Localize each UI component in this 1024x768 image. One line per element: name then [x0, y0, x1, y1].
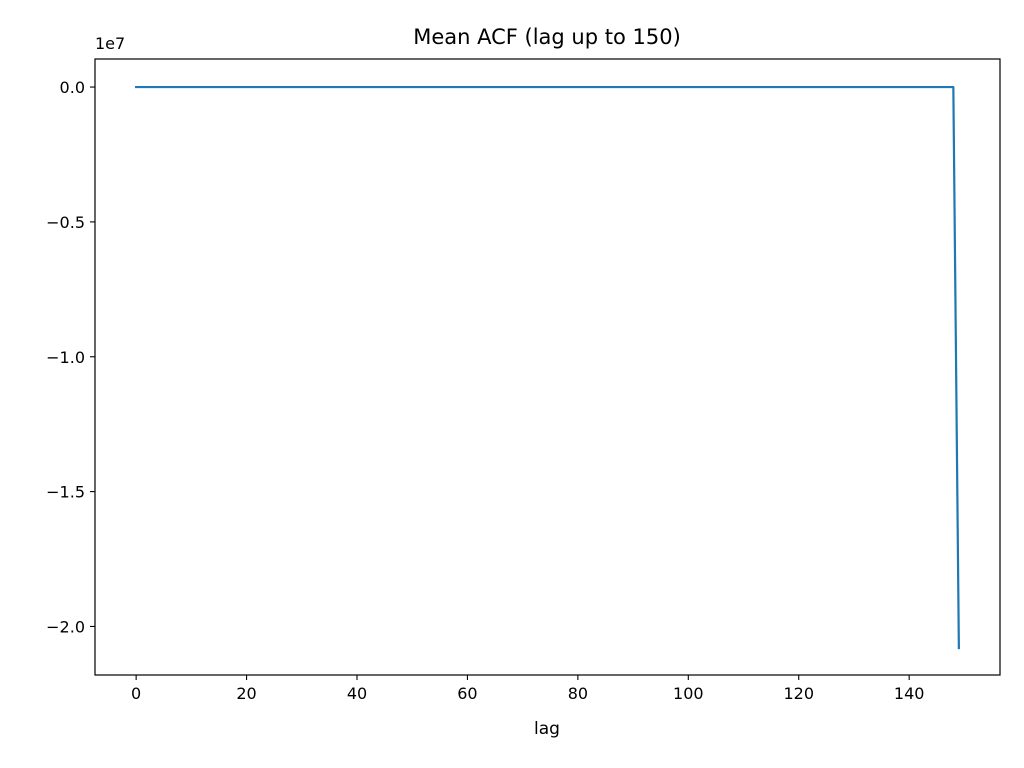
series-line-0 [135, 85, 960, 650]
y-tick-label: −2.0 [46, 617, 85, 636]
y-tick-label: −0.5 [46, 213, 85, 232]
plot-area [94, 58, 1001, 676]
y-tick-label: −1.5 [46, 483, 85, 502]
y-tick-label: 0.0 [60, 78, 85, 97]
x-tick-label: 140 [894, 684, 925, 703]
axis-ticks: 0 20 40 60 80 100 120 140 0.0 −0.5 −1.0 −1.5 −2.0 [46, 78, 924, 703]
x-tick-label: 20 [236, 684, 256, 703]
axes-frame [94, 58, 1001, 676]
x-tick-label: 60 [457, 684, 477, 703]
chart-title: Mean ACF (lag up to 150) [413, 25, 681, 49]
x-tick-label: 120 [783, 684, 814, 703]
x-axis-label: lag [534, 719, 560, 739]
x-tick-label: 100 [673, 684, 704, 703]
x-tick-label: 40 [347, 684, 367, 703]
x-tick-label: 80 [568, 684, 588, 703]
y-tick-label: −1.0 [46, 348, 85, 367]
x-tick-label: 0 [131, 684, 141, 703]
y-axis-offset-label: 1e7 [95, 34, 125, 53]
